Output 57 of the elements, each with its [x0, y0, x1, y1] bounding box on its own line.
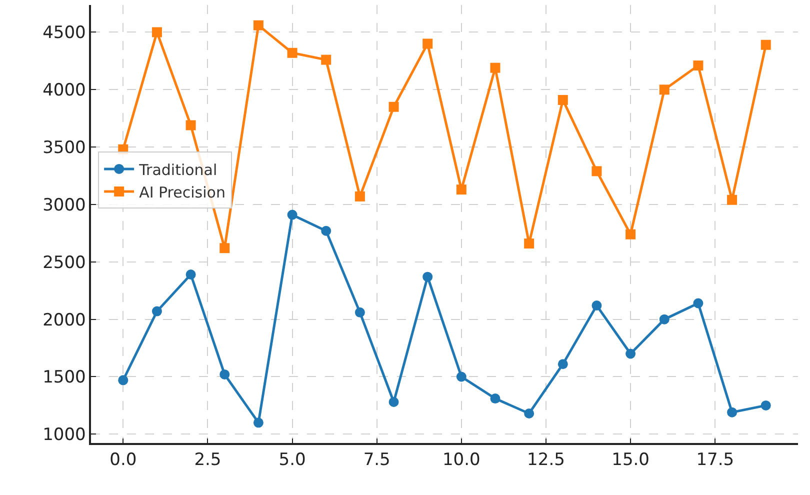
- x-tick-label: 10.0: [442, 450, 480, 470]
- point: [558, 94, 568, 105]
- point: [388, 102, 399, 112]
- x-tick-label: 2.5: [194, 450, 222, 470]
- x-tick-label: 15.0: [612, 450, 650, 470]
- point: [760, 400, 771, 410]
- x-tick-label: 5.0: [278, 450, 306, 470]
- point: [626, 348, 636, 359]
- y-tick-label: 1500: [42, 368, 86, 388]
- y-tick-label: 2000: [42, 310, 86, 330]
- point: [186, 120, 196, 130]
- point: [524, 408, 534, 418]
- point: [592, 166, 602, 176]
- y-tick-label: 4000: [42, 80, 86, 101]
- y-tick-label: 3000: [42, 195, 86, 216]
- point: [253, 418, 264, 428]
- legend-label: AI Precision: [139, 183, 226, 202]
- y-tick-label: 1000: [42, 425, 86, 446]
- point: [152, 306, 162, 316]
- point: [422, 272, 433, 282]
- point: [456, 184, 466, 195]
- x-tick-label: 0.0: [110, 450, 137, 470]
- point: [524, 238, 534, 249]
- x-tick-label: 12.5: [527, 450, 565, 470]
- point: [693, 60, 704, 71]
- point: [592, 300, 602, 311]
- point: [727, 194, 738, 205]
- y-tick-label: 4500: [42, 23, 86, 44]
- point: [760, 40, 771, 50]
- point: [186, 270, 196, 280]
- point: [490, 394, 500, 404]
- point: [220, 243, 230, 254]
- point: [626, 229, 636, 240]
- point: [354, 191, 365, 202]
- point: [152, 27, 162, 38]
- point: [558, 359, 568, 370]
- y-tick-label: 2500: [42, 252, 86, 273]
- point: [659, 84, 670, 95]
- point: [693, 298, 704, 308]
- point: [220, 369, 230, 380]
- point: [727, 407, 738, 418]
- point: [321, 226, 332, 236]
- point: [287, 210, 298, 220]
- legend-label: Traditional: [138, 160, 218, 179]
- point: [253, 20, 264, 30]
- x-tick-label: 7.5: [363, 450, 390, 470]
- point: [118, 375, 128, 386]
- point: [490, 62, 500, 73]
- point: [354, 307, 365, 318]
- point: [422, 38, 433, 49]
- point: [388, 397, 399, 407]
- point: [287, 48, 298, 58]
- point: [659, 314, 670, 324]
- point: [456, 372, 466, 382]
- x-tick-label: 17.5: [696, 450, 734, 470]
- y-tick-label: 3500: [42, 138, 86, 158]
- point: [321, 54, 332, 65]
